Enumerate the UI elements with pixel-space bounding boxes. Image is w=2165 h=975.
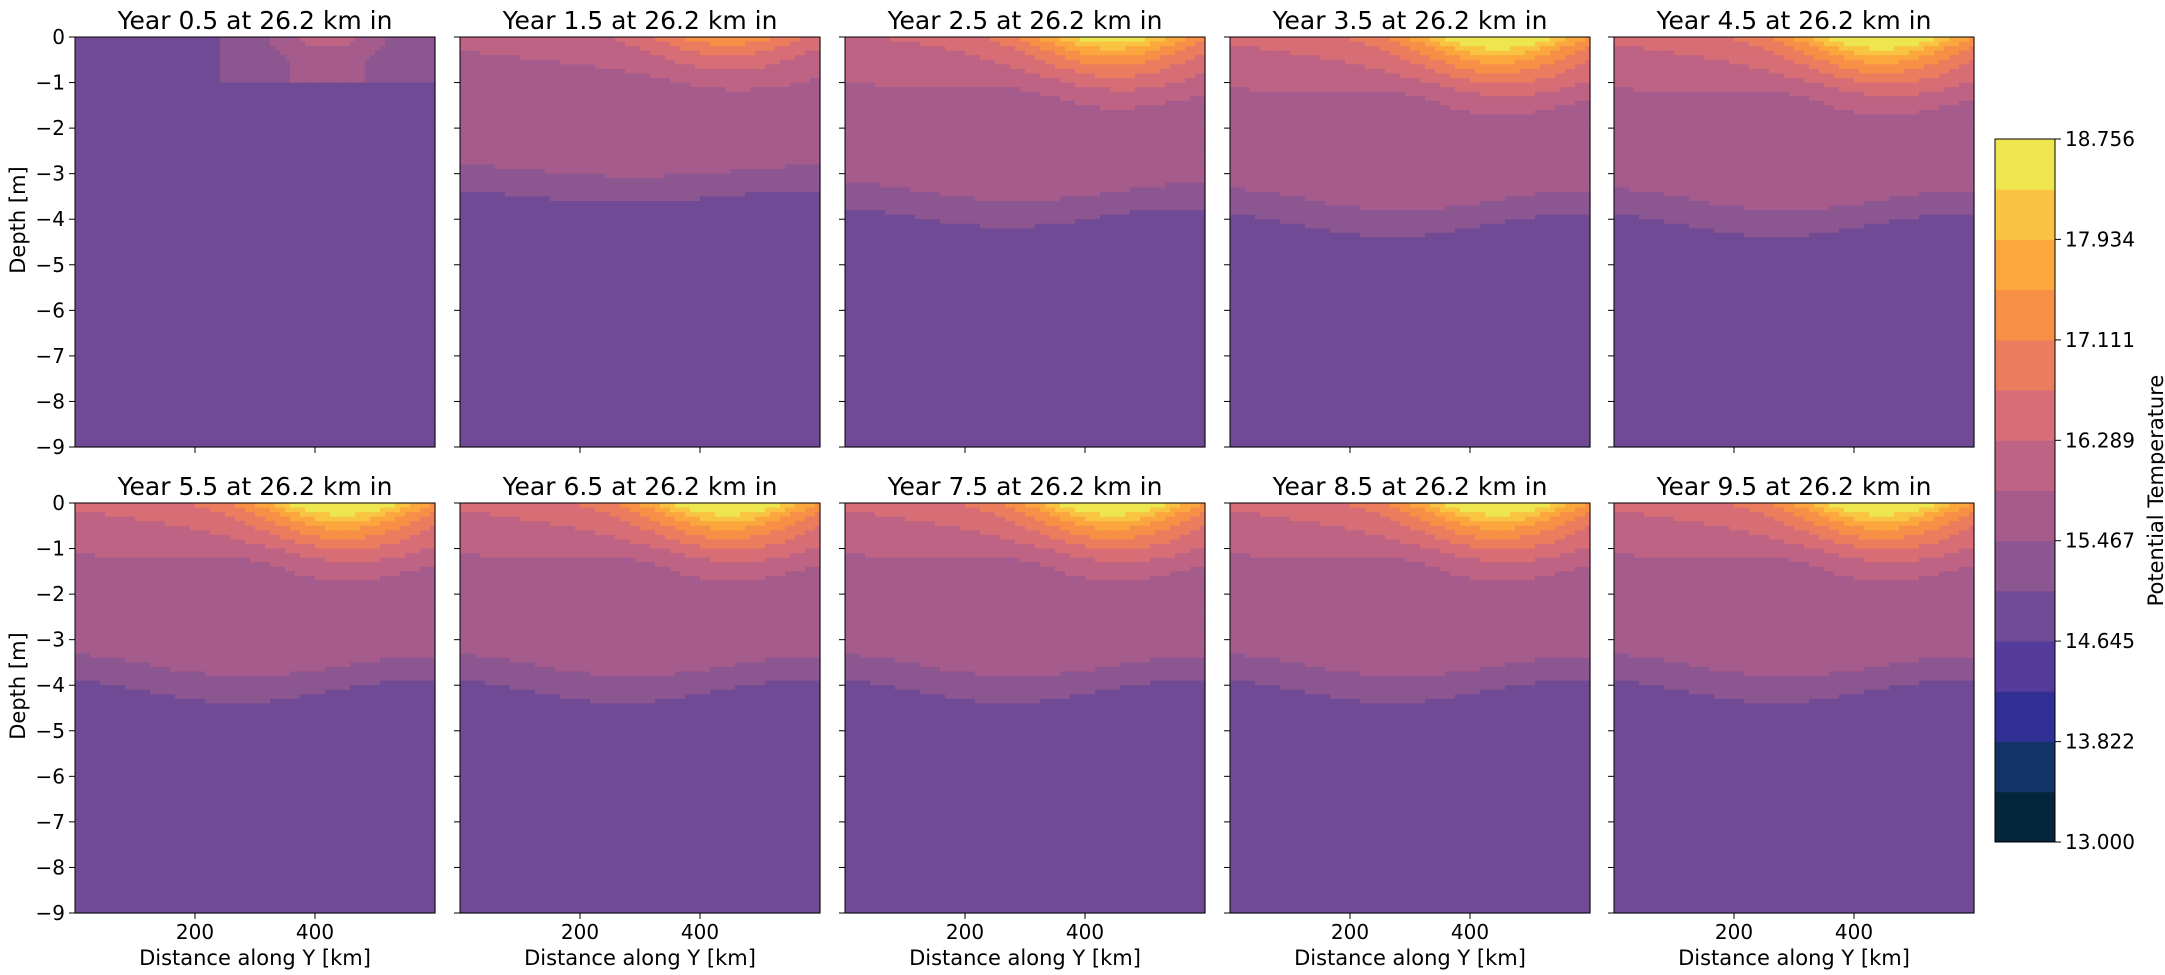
colorbar: 13.000 13.822 14.645 15.467 16.289 17.111 17.9…: [1995, 127, 2165, 854]
colorbar-tick-label: 17.934: [2065, 227, 2135, 251]
x-axis-label: Distance along Y [km]: [909, 946, 1141, 970]
colorbar-band: [1995, 591, 2055, 642]
contour-field: [1230, 503, 1591, 914]
y-tick-label: −1: [36, 537, 65, 561]
y-tick-label: −3: [36, 162, 65, 186]
panel-4: Year 3.5 at 26.2 km in: [1224, 6, 1591, 453]
x-tick-label: 400: [1066, 920, 1104, 944]
colorbar-band: [1995, 239, 2055, 290]
colorbar-tick-label: 18.756: [2065, 127, 2135, 151]
panel-1: Year 0.5 at 26.2 km in 0 −1 −2 −3 −4 −5 −6 −7 −8 −…: [6, 6, 436, 459]
x-tick-label: 200: [946, 920, 984, 944]
y-tick-label: −3: [36, 628, 65, 652]
colorbar-tick-label: 14.645: [2065, 629, 2135, 653]
colorbar-band: [1995, 189, 2055, 240]
panel-title: Year 3.5 at 26.2 km in: [1272, 6, 1548, 35]
x-axis-label: Distance along Y [km]: [1294, 946, 1526, 970]
contour-field: [1614, 503, 1975, 914]
y-tick-label: −8: [36, 855, 65, 879]
y-tick-label: −7: [36, 344, 65, 368]
colorbar-tick-label: 16.289: [2065, 428, 2135, 452]
colorbar-band: [1995, 390, 2055, 441]
colorbar-label: Potential Temperature: [2144, 375, 2165, 607]
x-axis-label: Distance along Y [km]: [139, 946, 371, 970]
panel-title: Year 7.5 at 26.2 km in: [887, 472, 1163, 501]
panel-3: Year 2.5 at 26.2 km in: [839, 6, 1206, 453]
contour-field: [460, 503, 821, 914]
x-tick-label: 400: [296, 920, 334, 944]
colorbar-band: [1995, 491, 2055, 542]
colorbar-band: [1995, 541, 2055, 592]
y-axis-label: Depth [m]: [6, 166, 30, 273]
y-tick-label: −5: [36, 719, 65, 743]
x-tick-label: 400: [681, 920, 719, 944]
y-tick-label: −9: [36, 901, 65, 925]
x-tick-label: 200: [176, 920, 214, 944]
x-tick-label: 400: [1835, 920, 1873, 944]
panel-title: Year 5.5 at 26.2 km in: [117, 472, 393, 501]
panel-title: Year 8.5 at 26.2 km in: [1272, 472, 1548, 501]
y-tick-label: −8: [36, 389, 65, 413]
panel-2: Year 1.5 at 26.2 km in: [454, 6, 821, 453]
panel-title: Year 9.5 at 26.2 km in: [1656, 472, 1932, 501]
y-tick-label: −2: [36, 582, 65, 606]
panel-title: Year 2.5 at 26.2 km in: [887, 6, 1163, 35]
x-axis-label: Distance along Y [km]: [524, 946, 756, 970]
colorbar-tick-label: 17.111: [2065, 328, 2135, 352]
y-tick-label: −1: [36, 71, 65, 95]
contour-field: [460, 37, 821, 448]
panel-title: Year 0.5 at 26.2 km in: [117, 6, 393, 35]
x-tick-label: 200: [1715, 920, 1753, 944]
contour-field: [845, 503, 1206, 914]
y-tick-label: −6: [36, 298, 65, 322]
contour-field: [1614, 37, 1975, 448]
colorbar-tick-label: 13.000: [2065, 830, 2135, 854]
x-tick-label: 400: [1451, 920, 1489, 944]
y-axis-label: Depth [m]: [6, 632, 30, 739]
y-tick-label: −6: [36, 764, 65, 788]
colorbar-band: [1995, 290, 2055, 341]
x-tick-label: 200: [1331, 920, 1369, 944]
contour-field: [845, 37, 1206, 448]
panel-5: Year 4.5 at 26.2 km in: [1608, 6, 1975, 453]
y-tick-label: −5: [36, 253, 65, 277]
contour-field: [75, 37, 436, 448]
y-tick-label: −2: [36, 116, 65, 140]
colorbar-band: [1995, 792, 2055, 843]
x-tick-label: 200: [561, 920, 599, 944]
colorbar-tick-label: 13.822: [2065, 730, 2135, 754]
y-tick-label: −4: [36, 673, 65, 697]
colorbar-band: [1995, 641, 2055, 692]
colorbar-band: [1995, 691, 2055, 742]
y-tick-label: 0: [52, 491, 65, 515]
colorbar-band: [1995, 340, 2055, 391]
colorbar-band: [1995, 742, 2055, 793]
colorbar-band: [1995, 440, 2055, 491]
panel-title: Year 4.5 at 26.2 km in: [1656, 6, 1932, 35]
y-tick-label: 0: [52, 25, 65, 49]
contour-field: [75, 503, 436, 914]
contour-field: [1230, 37, 1591, 448]
panel-title: Year 1.5 at 26.2 km in: [502, 6, 778, 35]
y-tick-label: −9: [36, 435, 65, 459]
colorbar-tick-label: 15.467: [2065, 529, 2135, 553]
panel-title: Year 6.5 at 26.2 km in: [502, 472, 778, 501]
y-tick-label: −7: [36, 810, 65, 834]
colorbar-band: [1995, 139, 2055, 190]
y-tick-label: −4: [36, 207, 65, 231]
x-axis-label: Distance along Y [km]: [1678, 946, 1910, 970]
